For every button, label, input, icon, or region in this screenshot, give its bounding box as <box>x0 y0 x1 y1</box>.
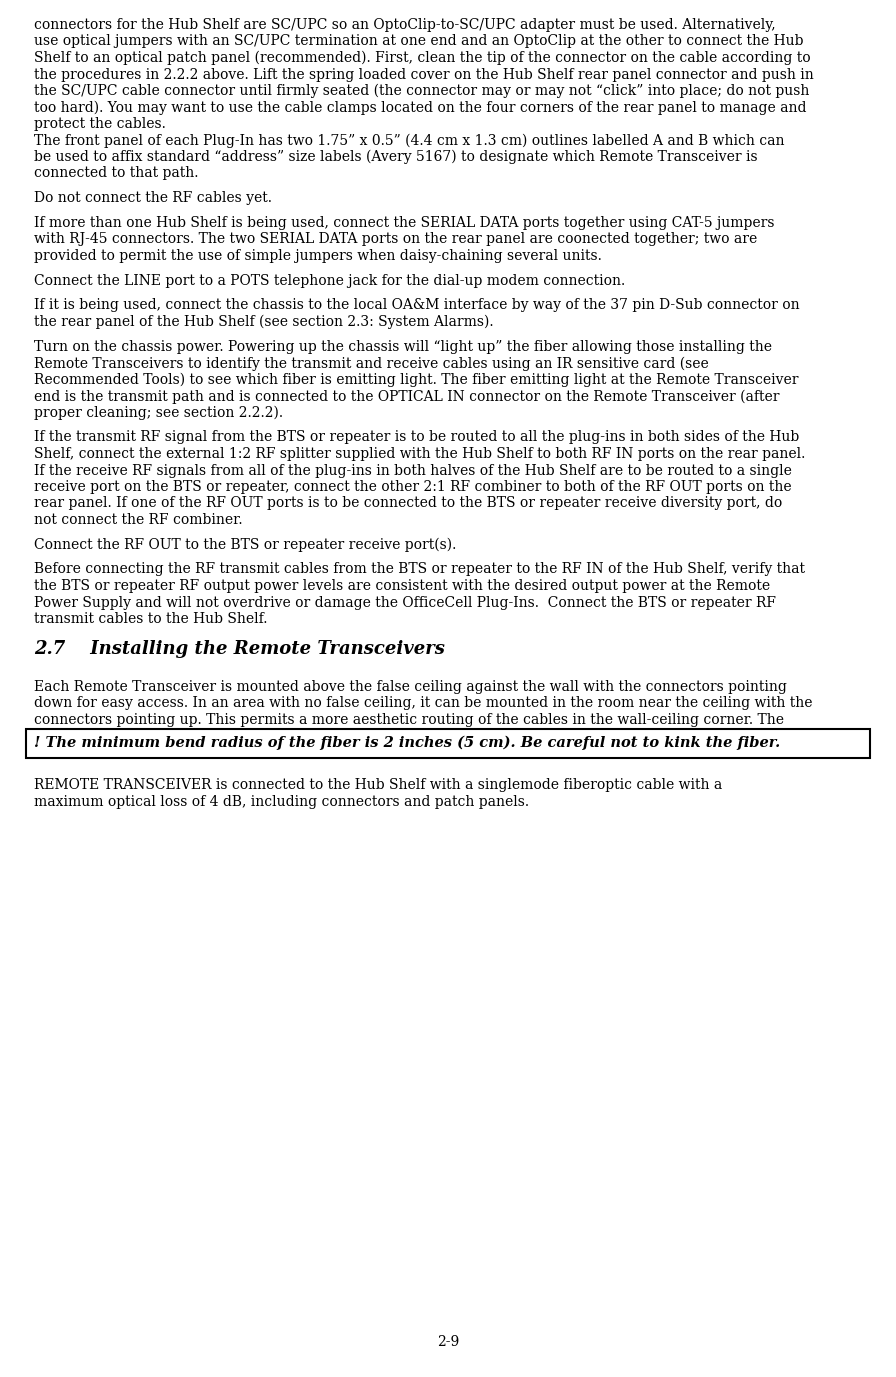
Text: the BTS or repeater RF output power levels are consistent with the desired outpu: the BTS or repeater RF output power leve… <box>34 578 771 593</box>
Text: Remote Transceivers to identify the transmit and receive cables using an IR sens: Remote Transceivers to identify the tran… <box>34 357 709 370</box>
Text: Do not connect the RF cables yet.: Do not connect the RF cables yet. <box>34 191 272 205</box>
Text: proper cleaning; see section 2.2.2).: proper cleaning; see section 2.2.2). <box>34 406 283 420</box>
Text: the rear panel of the Hub Shelf (see section 2.3: System Alarms).: the rear panel of the Hub Shelf (see sec… <box>34 315 494 329</box>
Text: not connect the RF combiner.: not connect the RF combiner. <box>34 514 243 527</box>
Text: with RJ-45 connectors. The two SERIAL DATA ports on the rear panel are coonected: with RJ-45 connectors. The two SERIAL DA… <box>34 233 757 246</box>
Text: Power Supply and will not overdrive or damage the OfficeCell Plug-Ins.  Connect : Power Supply and will not overdrive or d… <box>34 595 776 610</box>
Text: provided to permit the use of simple jumpers when daisy-chaining several units.: provided to permit the use of simple jum… <box>34 249 602 263</box>
Text: Turn on the chassis power. Powering up the chassis will “light up” the fiber all: Turn on the chassis power. Powering up t… <box>34 340 772 354</box>
Text: the SC/UPC cable connector until firmly seated (the connector may or may not “cl: the SC/UPC cable connector until firmly … <box>34 84 809 98</box>
Text: If the transmit RF signal from the BTS or repeater is to be routed to all the pl: If the transmit RF signal from the BTS o… <box>34 431 799 445</box>
Text: too hard). You may want to use the cable clamps located on the four corners of t: too hard). You may want to use the cable… <box>34 101 806 114</box>
Text: Connect the RF OUT to the BTS or repeater receive port(s).: Connect the RF OUT to the BTS or repeate… <box>34 538 456 552</box>
Text: The front panel of each Plug-In has two 1.75” x 0.5” (4.4 cm x 1.3 cm) outlines : The front panel of each Plug-In has two … <box>34 134 785 147</box>
Text: Connect the LINE port to a POTS telephone jack for the dial-up modem connection.: Connect the LINE port to a POTS telephon… <box>34 274 625 288</box>
Text: Shelf, connect the external 1:2 RF splitter supplied with the Hub Shelf to both : Shelf, connect the external 1:2 RF split… <box>34 448 806 461</box>
Text: If it is being used, connect the chassis to the local OA&M interface by way of t: If it is being used, connect the chassis… <box>34 299 799 313</box>
Text: 2-9: 2-9 <box>437 1334 459 1349</box>
Text: down for easy access. In an area with no false ceiling, it can be mounted in the: down for easy access. In an area with no… <box>34 697 813 711</box>
Text: maximum optical loss of 4 dB, including connectors and patch panels.: maximum optical loss of 4 dB, including … <box>34 795 530 808</box>
Text: If more than one Hub Shelf is being used, connect the SERIAL DATA ports together: If more than one Hub Shelf is being used… <box>34 216 774 230</box>
Text: receive port on the BTS or repeater, connect the other 2:1 RF combiner to both o: receive port on the BTS or repeater, con… <box>34 481 792 494</box>
Text: end is the transmit path and is connected to the OPTICAL IN connector on the Rem: end is the transmit path and is connecte… <box>34 390 780 403</box>
FancyBboxPatch shape <box>26 730 870 757</box>
Text: Before connecting the RF transmit cables from the BTS or repeater to the RF IN o: Before connecting the RF transmit cables… <box>34 562 805 577</box>
Text: use optical jumpers with an SC/UPC termination at one end and an OptoClip at the: use optical jumpers with an SC/UPC termi… <box>34 34 804 48</box>
Text: rear panel. If one of the RF OUT ports is to be connected to the BTS or repeater: rear panel. If one of the RF OUT ports i… <box>34 497 782 511</box>
Text: Shelf to an optical patch panel (recommended). First, clean the tip of the conne: Shelf to an optical patch panel (recomme… <box>34 51 811 65</box>
Text: the procedures in 2.2.2 above. Lift the spring loaded cover on the Hub Shelf rea: the procedures in 2.2.2 above. Lift the … <box>34 67 814 81</box>
Text: be used to affix standard “address” size labels (Avery 5167) to designate which : be used to affix standard “address” size… <box>34 150 758 164</box>
Text: 2.7    Installing the Remote Transceivers: 2.7 Installing the Remote Transceivers <box>34 640 445 658</box>
Text: REMOTE TRANSCEIVER is connected to the Hub Shelf with a singlemode fiberoptic ca: REMOTE TRANSCEIVER is connected to the H… <box>34 778 722 792</box>
Text: If the receive RF signals from all of the plug-ins in both halves of the Hub She: If the receive RF signals from all of th… <box>34 464 792 478</box>
Text: Each Remote Transceiver is mounted above the false ceiling against the wall with: Each Remote Transceiver is mounted above… <box>34 680 787 694</box>
Text: transmit cables to the Hub Shelf.: transmit cables to the Hub Shelf. <box>34 611 268 627</box>
Text: protect the cables.: protect the cables. <box>34 117 166 131</box>
Text: connectors pointing up. This permits a more aesthetic routing of the cables in t: connectors pointing up. This permits a m… <box>34 713 784 727</box>
Text: ! The minimum bend radius of the fiber is 2 inches (5 cm). Be careful not to kin: ! The minimum bend radius of the fiber i… <box>34 735 780 749</box>
Text: Recommended Tools) to see which fiber is emitting light. The fiber emitting ligh: Recommended Tools) to see which fiber is… <box>34 373 798 387</box>
Text: connectors for the Hub Shelf are SC/UPC so an OptoClip-to-SC/UPC adapter must be: connectors for the Hub Shelf are SC/UPC … <box>34 18 776 32</box>
Text: connected to that path.: connected to that path. <box>34 167 199 180</box>
